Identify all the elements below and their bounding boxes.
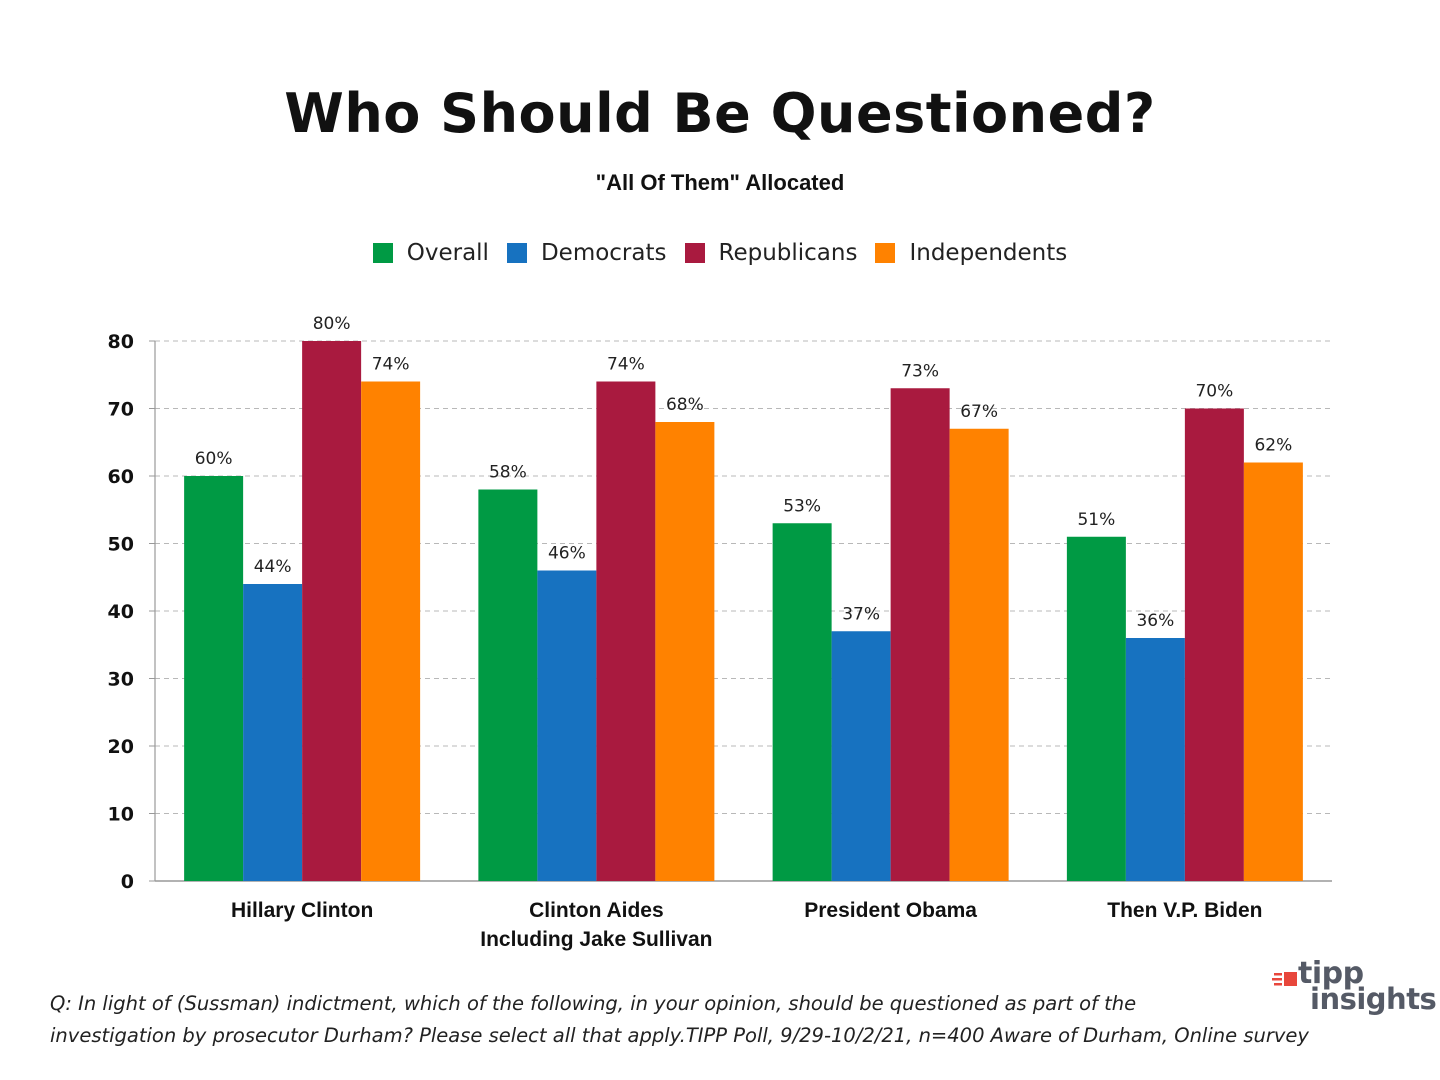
y-tick-label-80: 80	[108, 331, 134, 353]
y-tick-label-50: 50	[108, 534, 134, 556]
footnote-line-1: Q: In light of (Sussman) indictment, whi…	[50, 992, 1137, 1015]
y-tick-label-20: 20	[108, 736, 134, 758]
chart-title: Who Should Be Questioned?	[284, 82, 1156, 145]
chart-subtitle: "All Of Them" Allocated	[595, 170, 845, 195]
data-label-republicans-2: 73%	[901, 361, 939, 381]
legend-item-republicans: Republicans	[684, 240, 858, 266]
bar-independents-1	[655, 422, 715, 881]
legend-label-democrats: Democrats	[540, 240, 667, 266]
legend-swatch-democrats	[506, 243, 527, 263]
footnote-line-2: investigation by prosecutor Durham? Plea…	[50, 1024, 1309, 1047]
x-tick-label-0-0: Hillary Clinton	[231, 899, 373, 922]
y-tick-label-70: 70	[108, 399, 134, 421]
y-tick-label-30: 30	[108, 669, 134, 691]
data-label-independents-3: 62%	[1254, 436, 1292, 456]
legend-label-republicans: Republicans	[718, 240, 858, 266]
y-tick-label-10: 10	[108, 804, 134, 826]
chart-legend: Overall Democrats Republicans Independents	[0, 240, 1440, 266]
data-label-republicans-0: 80%	[313, 314, 351, 334]
data-label-republicans-3: 70%	[1195, 382, 1233, 402]
y-tick-label-60: 60	[108, 466, 134, 488]
bar-democrats-1	[537, 570, 597, 881]
data-label-independents-2: 67%	[960, 402, 998, 422]
logo-text-insights: insights	[1310, 982, 1437, 1016]
bar-independents-2	[949, 428, 1009, 881]
legend-label-independents: Independents	[909, 240, 1068, 266]
bar-republicans-1	[596, 381, 656, 881]
bar-democrats-0	[243, 584, 303, 881]
legend-swatch-overall	[372, 243, 393, 263]
legend-label-overall: Overall	[406, 240, 489, 266]
x-tick-label-1-0: Clinton Aides	[529, 899, 664, 922]
legend-swatch-independents	[875, 243, 896, 263]
data-label-democrats-0: 44%	[254, 557, 292, 577]
bar-republicans-0	[302, 341, 362, 881]
data-label-democrats-3: 36%	[1136, 611, 1174, 631]
bar-overall-0	[184, 476, 244, 881]
data-label-republicans-1: 74%	[607, 355, 645, 375]
bar-democrats-2	[831, 631, 891, 881]
bar-overall-3	[1066, 536, 1126, 881]
legend-item-independents: Independents	[875, 240, 1067, 266]
bar-overall-2	[772, 523, 832, 881]
data-label-overall-2: 53%	[783, 496, 821, 516]
data-label-democrats-1: 46%	[548, 544, 586, 564]
legend-item-overall: Overall	[372, 240, 489, 266]
x-tick-label-2-0: President Obama	[804, 899, 977, 922]
bar-independents-0	[361, 381, 421, 881]
logo-text-tipp: tipp	[1298, 956, 1364, 991]
data-label-democrats-2: 37%	[842, 604, 880, 624]
legend-swatch-republicans	[684, 243, 705, 263]
tipp-insights-logo: tipp insights	[1270, 956, 1437, 1020]
data-label-overall-3: 51%	[1077, 510, 1115, 530]
data-label-overall-1: 58%	[489, 463, 527, 483]
bar-independents-3	[1243, 462, 1303, 881]
legend-item-democrats: Democrats	[506, 240, 667, 266]
bar-republicans-2	[890, 388, 950, 881]
bar-democrats-3	[1125, 638, 1185, 881]
data-label-overall-0: 60%	[195, 449, 233, 469]
data-label-independents-0: 74%	[372, 355, 410, 375]
bar-overall-1	[478, 489, 538, 881]
data-label-independents-1: 68%	[666, 395, 704, 415]
y-tick-label-0: 0	[121, 871, 134, 893]
x-tick-label-1-1: Including Jake Sullivan	[480, 928, 712, 951]
survey-question-footnote: Q: In light of (Sussman) indictment, whi…	[50, 988, 1330, 1052]
bar-republicans-3	[1184, 408, 1244, 881]
logo-burst-icon	[1272, 972, 1297, 986]
x-tick-label-3-0: Then V.P. Biden	[1107, 899, 1262, 922]
y-tick-label-40: 40	[108, 601, 134, 623]
